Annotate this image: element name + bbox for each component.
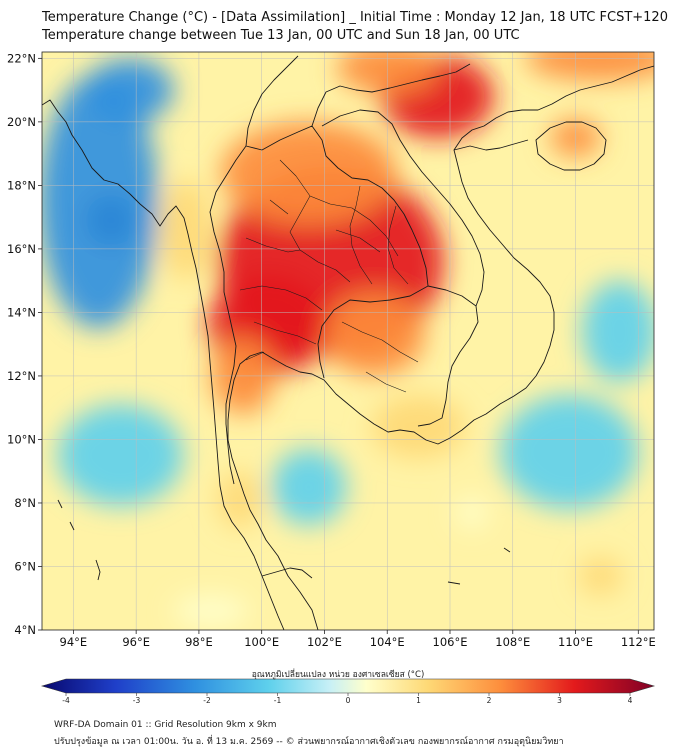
coastline-gulf-of-tonkin [453, 139, 529, 151]
lon-tick-label: 110°E [558, 635, 593, 649]
map-frame [41, 51, 655, 631]
field-bay-of-bengal-cool [42, 74, 159, 329]
colorbar-tick-label: 0 [346, 696, 351, 705]
colorbar-tick-label: -1 [274, 696, 282, 705]
colorbar-ramp [40, 678, 656, 694]
map-title-line-2: Temperature change between Tue 13 Jan, 0… [42, 28, 520, 43]
field-northwest-cool [85, 58, 174, 122]
colorbar-ticks: -4 -3 -2 -1 0 1 2 3 4 [62, 693, 633, 705]
field-andaman-sea-cool [57, 404, 184, 507]
colorbar-tick-label: -3 [133, 696, 141, 705]
lon-tick-label: 94°E [60, 635, 88, 649]
field-southeast-warm [578, 556, 623, 596]
field-isthmus [217, 471, 262, 529]
lat-tick-label: 8°N [14, 496, 36, 510]
lon-tick-label: 100°E [244, 635, 279, 649]
lat-tick-label: 10°N [7, 432, 36, 446]
lat-tick-label: 20°N [7, 115, 36, 129]
footer-credit: ปรับปรุงข้อมูล ณ เวลา 01:00น. วัน อ. ที่… [54, 737, 564, 747]
internal-provinces [239, 159, 419, 393]
border-myanmar-china [245, 55, 299, 147]
lon-tick-label: 102°E [307, 635, 342, 649]
field-gulf-warm-spot [456, 496, 488, 529]
border-laos-myanmar-china [245, 63, 471, 151]
field-cambodia-west [324, 293, 425, 376]
field-north-thailand-laos [220, 121, 397, 224]
field-myanmar-coast [161, 179, 212, 281]
coastline-gulf-east [271, 65, 654, 445]
colorbar-tick-label: -4 [62, 696, 70, 705]
temperature-field [42, 52, 654, 627]
colorbar-tick-label: 2 [487, 696, 492, 705]
field-east-sea-cool [581, 280, 654, 383]
field-mekong-delta [371, 394, 466, 459]
lat-tick-label: 6°N [14, 559, 36, 573]
border-myanmar-thailand [209, 145, 247, 485]
lat-tick-label: 14°N [7, 305, 36, 319]
colorbar-tick-label: 3 [557, 696, 562, 705]
border-thailand-cambodia [317, 285, 429, 379]
border-thailand-malaysia [261, 567, 313, 579]
field-south-china-sea-cool [500, 394, 639, 510]
field-gulf-of-thailand-cool [271, 448, 347, 526]
colorbar-tick-label: 1 [416, 696, 421, 705]
coastline-borders [42, 55, 654, 630]
colorbar-label: อุณหภูมิเปลี่ยนแปลง หน่วย องศาเซลเซียส (… [251, 670, 425, 680]
lat-tick-label: 16°N [7, 242, 36, 256]
colorbar: -4 -3 -2 -1 0 1 2 3 4 [40, 678, 656, 705]
coastline-gulf-west [227, 351, 319, 630]
lon-tick-label: 98°E [185, 635, 213, 649]
coastline-hainan [535, 121, 607, 171]
field-south-warm [173, 595, 250, 627]
lon-tick-label: 106°E [433, 635, 468, 649]
lon-tick-label: 112°E [621, 635, 656, 649]
footer-model-info: WRF-DA Domain 01 :: Grid Resolution 9km … [54, 720, 277, 730]
border-thailand-laos [261, 125, 429, 287]
lon-tick-label: 96°E [122, 635, 150, 649]
map-axes: 22°N 20°N 18°N 16°N 14°N 12°N 10°N 8°N 6°N 4°N 94°… [7, 51, 656, 649]
colorbar-tick-label: -2 [203, 696, 211, 705]
lat-tick-label: 18°N [7, 178, 36, 192]
border-cambodia-vietnam [417, 285, 479, 427]
border-laos-vietnam [321, 109, 485, 307]
map-title-line-1: Temperature Change (°C) - [Data Assimila… [42, 10, 668, 25]
colorbar-tick-label: 4 [628, 696, 633, 705]
field-guangxi [525, 52, 654, 81]
coastline-mainland [42, 99, 285, 630]
lat-tick-label: 4°N [14, 623, 36, 637]
lon-tick-label: 104°E [370, 635, 405, 649]
islands [57, 499, 511, 585]
lat-tick-label: 22°N [7, 51, 36, 65]
lat-tick-label: 12°N [7, 369, 36, 383]
lon-tick-label: 108°E [495, 635, 530, 649]
